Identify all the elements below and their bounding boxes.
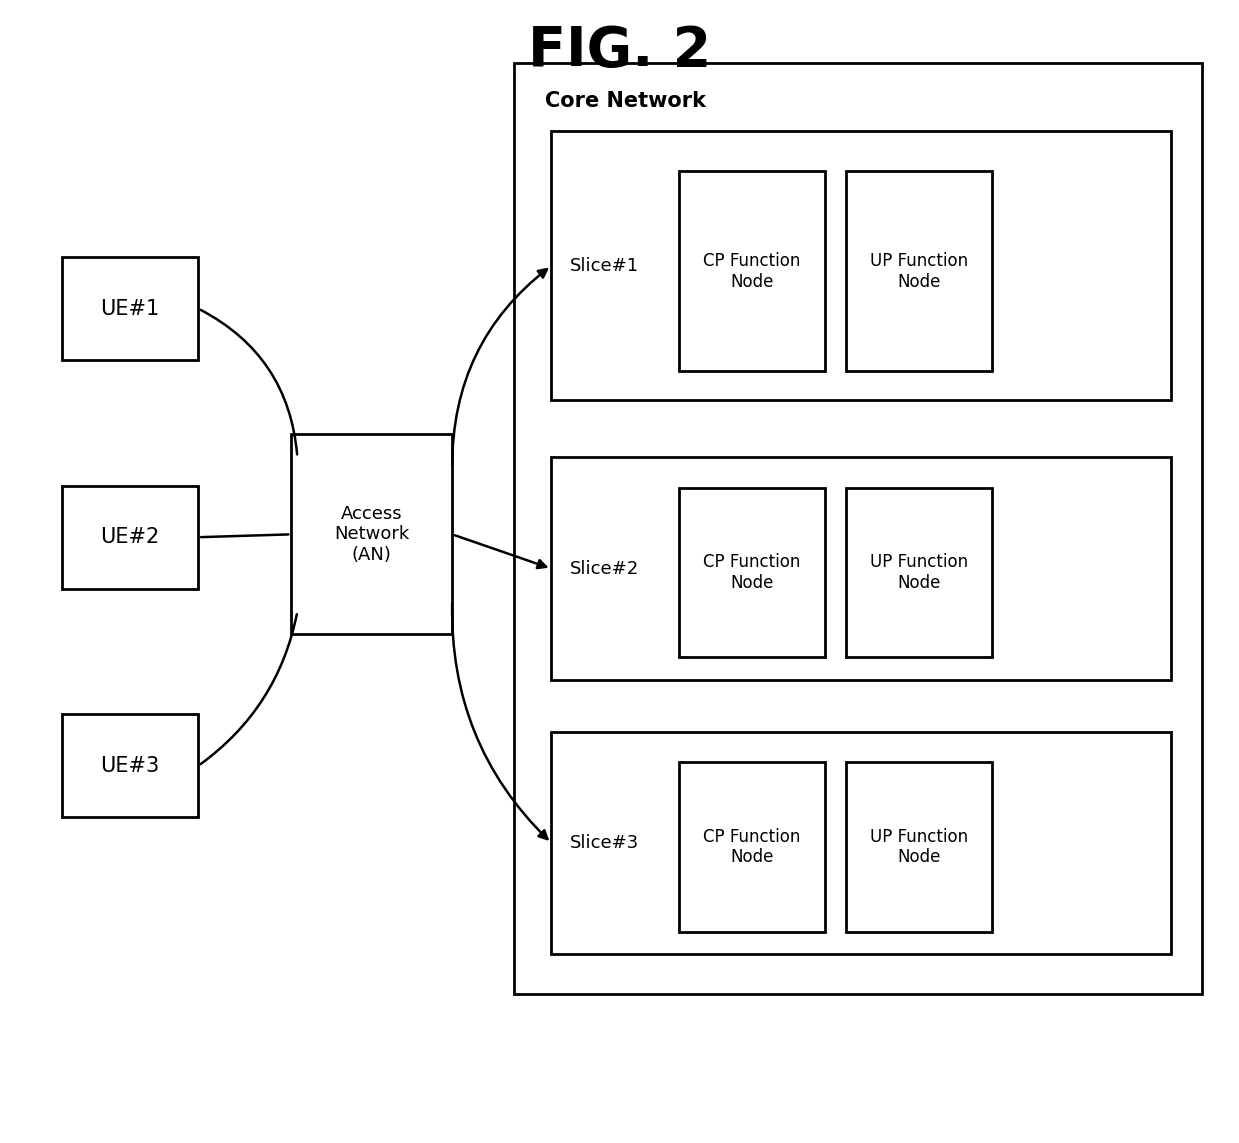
Bar (551, 131, 1171, 400)
Text: CP Function
Node: CP Function Node (704, 828, 800, 866)
Bar (291, 434, 452, 634)
Bar (62, 714, 198, 817)
Text: Access
Network
(AN): Access Network (AN) (335, 504, 409, 565)
Text: Slice#3: Slice#3 (570, 834, 639, 852)
FancyArrowPatch shape (201, 535, 289, 537)
Text: UE#3: UE#3 (100, 756, 160, 776)
Bar (679, 488, 825, 657)
Text: UP Function
Node: UP Function Node (870, 253, 969, 290)
Bar (846, 762, 992, 932)
Text: CP Function
Node: CP Function Node (704, 253, 800, 290)
FancyArrowPatch shape (455, 535, 546, 568)
Bar (551, 732, 1171, 954)
Text: CP Function
Node: CP Function Node (704, 553, 800, 592)
FancyArrowPatch shape (452, 269, 546, 466)
FancyArrowPatch shape (201, 614, 297, 765)
FancyArrowPatch shape (201, 310, 297, 455)
Bar (62, 257, 198, 360)
Bar (846, 171, 992, 371)
FancyArrowPatch shape (452, 602, 548, 839)
Bar (514, 63, 1202, 994)
Text: Core Network: Core Network (545, 91, 706, 111)
Text: UP Function
Node: UP Function Node (870, 553, 969, 592)
Text: UP Function
Node: UP Function Node (870, 828, 969, 866)
Bar (679, 171, 825, 371)
Bar (62, 486, 198, 589)
Text: Slice#2: Slice#2 (570, 560, 639, 577)
Bar (679, 762, 825, 932)
Text: FIG. 2: FIG. 2 (528, 24, 711, 79)
Text: Slice#1: Slice#1 (570, 257, 639, 274)
Bar (846, 488, 992, 657)
Text: UE#2: UE#2 (100, 527, 160, 547)
Text: UE#1: UE#1 (100, 298, 160, 319)
Bar (551, 457, 1171, 680)
